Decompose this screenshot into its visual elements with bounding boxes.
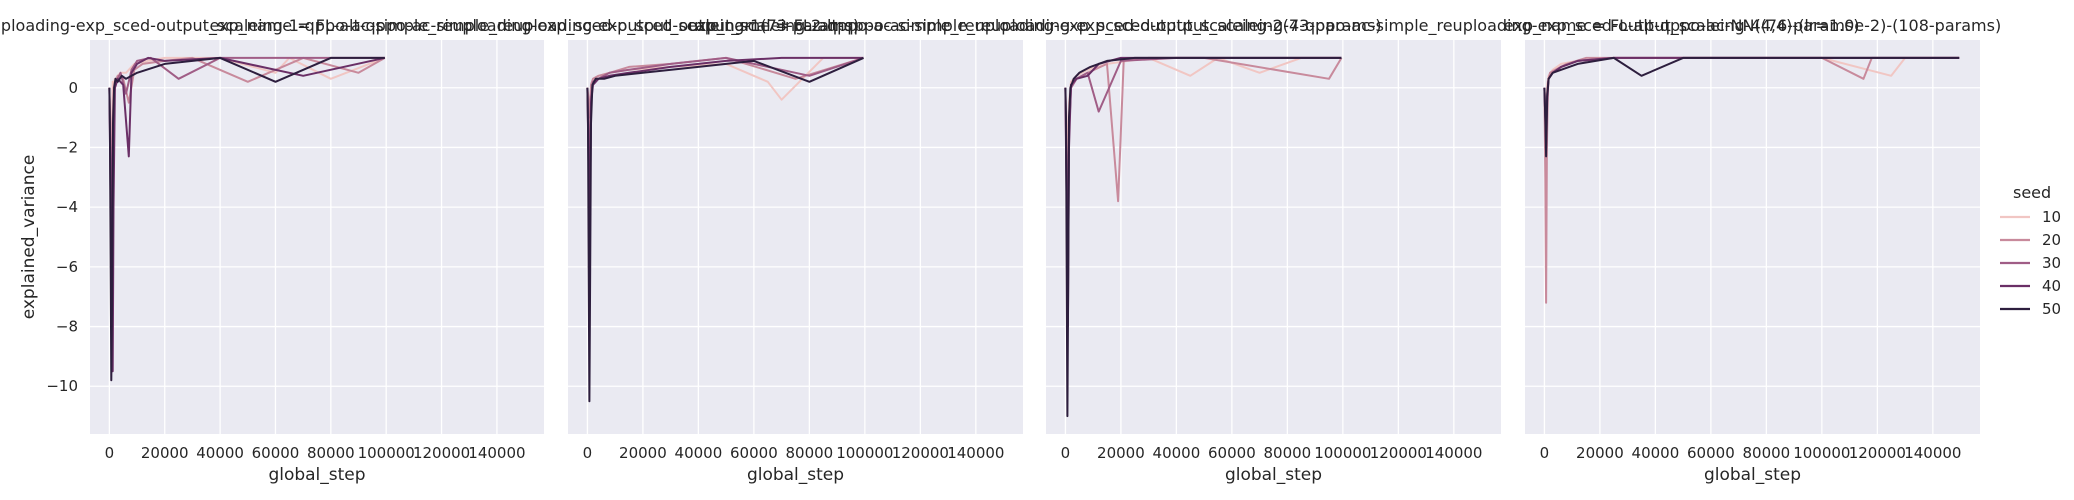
- plot-area: [90, 40, 544, 434]
- panel-title: exp_name = FL-alt-qppo-ac-simple_reuploa…: [687, 16, 1859, 36]
- x-tick-label: 20000: [619, 444, 667, 462]
- series-line-seed-50: [1543, 56, 1960, 158]
- x-tick-label: 80000: [1264, 444, 1312, 462]
- legend-label: 30: [2042, 254, 2061, 272]
- x-axis-label: global_step: [268, 465, 365, 485]
- x-tick-label: 100000: [836, 444, 893, 462]
- x-tick-label: 20000: [141, 444, 189, 462]
- x-tick-label: 20000: [1576, 444, 1624, 462]
- x-tick-label: 100000: [1793, 444, 1850, 462]
- x-tick-label: 0: [583, 444, 593, 462]
- x-tick-label: 140000: [468, 444, 525, 462]
- x-tick-label: 60000: [730, 444, 778, 462]
- legend-entries: 10 20 30 40 50: [2000, 208, 2061, 318]
- facet-panel-2: 0 20000 40000 60000 80000 100000120000140000g…: [209, 16, 1381, 485]
- panel-title: exp_name = FL-alt-qppo-ac-NN(4,4)-(lr=1.…: [1504, 16, 2001, 36]
- y-tick-label: −10: [46, 377, 78, 395]
- legend: seed 10 20 30 40 50: [2000, 183, 2061, 318]
- plot-area: [568, 40, 1023, 434]
- facet-panel-1: 0 20000 40000 60000 80000 1000001200001400000…: [0, 16, 859, 485]
- x-tick-label: 120000: [1849, 444, 1906, 462]
- x-tick-label: 40000: [1153, 444, 1201, 462]
- x-tick-label: 0: [1540, 444, 1550, 462]
- series-line-seed-50: [586, 56, 864, 403]
- x-tick-label: 120000: [413, 444, 470, 462]
- x-axis-label: global_step: [1225, 465, 1322, 485]
- y-tick-label: −4: [56, 198, 78, 216]
- legend-label: 10: [2042, 208, 2061, 226]
- x-tick-label: 140000: [1425, 444, 1482, 462]
- x-tick-label: 40000: [1632, 444, 1680, 462]
- facet-panel-3: 0 20000 40000 60000 80000 100000120000140000g…: [687, 16, 1859, 485]
- legend-title: seed: [2013, 183, 2051, 202]
- x-axis-label: global_step: [747, 465, 844, 485]
- x-tick-label: 80000: [1743, 444, 1791, 462]
- panel-title: = FL-alt-qppo-ac-simple_reuploading-exp_…: [0, 16, 859, 36]
- series-line-seed-50: [108, 56, 385, 382]
- x-tick-label: 140000: [947, 444, 1004, 462]
- x-tick-label: 0: [105, 444, 115, 462]
- x-tick-label: 60000: [1208, 444, 1256, 462]
- x-tick-label: 80000: [307, 444, 355, 462]
- plot-area: [1046, 40, 1501, 434]
- panel-title: exp_name = FL-alt-qppo-ac-simple_reuploa…: [209, 16, 1381, 36]
- y-tick-label: 0: [68, 79, 78, 97]
- y-tick-label: −8: [56, 318, 78, 336]
- x-tick-label: 80000: [786, 444, 834, 462]
- facet-panels: 0 20000 40000 60000 80000 1000001200001400000…: [0, 16, 2001, 485]
- legend-label: 40: [2042, 277, 2061, 295]
- x-tick-label: 120000: [892, 444, 949, 462]
- y-tick-label: −6: [56, 258, 78, 276]
- x-tick-label: 60000: [252, 444, 300, 462]
- legend-label: 20: [2042, 231, 2061, 249]
- x-tick-label: 120000: [1370, 444, 1427, 462]
- x-tick-label: 0: [1061, 444, 1071, 462]
- x-tick-label: 40000: [196, 444, 244, 462]
- x-tick-label: 100000: [358, 444, 415, 462]
- y-tick-label: −2: [56, 138, 78, 156]
- y-axis-label: explained_variance: [19, 155, 39, 320]
- x-tick-label: 40000: [675, 444, 723, 462]
- x-tick-label: 60000: [1687, 444, 1735, 462]
- legend-label: 50: [2042, 300, 2061, 318]
- series-line-seed-50: [1064, 56, 1342, 418]
- x-axis-label: global_step: [1704, 465, 1801, 485]
- x-tick-label: 140000: [1904, 444, 1961, 462]
- plot-area: [1525, 40, 1980, 434]
- x-tick-label: 20000: [1097, 444, 1145, 462]
- x-tick-label: 100000: [1314, 444, 1371, 462]
